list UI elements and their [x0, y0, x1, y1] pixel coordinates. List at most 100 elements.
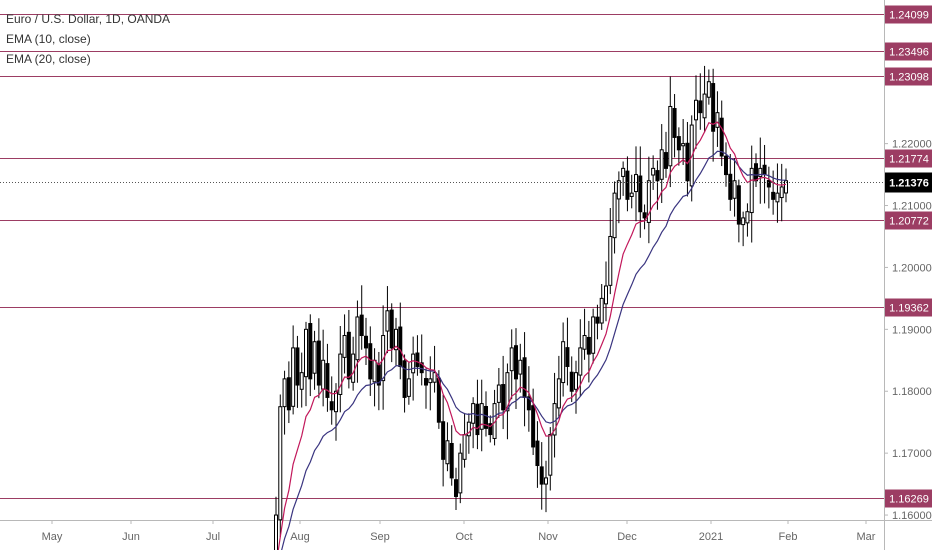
candle-body	[415, 352, 420, 367]
level-label: 1.23098	[889, 72, 929, 84]
candle-body	[351, 353, 356, 383]
candle-body	[338, 353, 343, 395]
candle-body	[428, 378, 433, 384]
x-tick-label: Nov	[538, 531, 558, 543]
y-tick-label: 1.18000	[892, 386, 932, 398]
level-label: 1.24099	[889, 10, 929, 22]
candle-body	[535, 440, 540, 467]
candle-body	[625, 170, 630, 200]
level-label: 1.23496	[889, 47, 929, 59]
candle-body	[728, 173, 733, 200]
candle-body	[694, 99, 698, 121]
candle-body	[659, 149, 664, 180]
candle-body	[732, 180, 737, 199]
candle-body	[394, 328, 398, 351]
candle-body	[651, 167, 656, 176]
legend-ema20[interactable]: EMA (20, close)	[6, 52, 91, 66]
last-price-badge	[885, 172, 932, 193]
last-price-label: 1.21376	[889, 178, 929, 190]
legend-symbol[interactable]: Euro / U.S. Dollar, 1D, OANDA	[6, 12, 171, 26]
candle-body	[724, 155, 728, 176]
candle-body	[372, 359, 377, 383]
candle-body	[526, 396, 531, 411]
ema10-line	[277, 121, 787, 550]
candle-body	[479, 403, 484, 430]
x-tick-label: Mar	[857, 531, 876, 543]
candle-body	[282, 378, 287, 408]
candle-body	[771, 191, 776, 200]
candle-body	[604, 285, 608, 305]
candle-body	[334, 390, 338, 413]
candle-body	[591, 316, 596, 354]
candle-body	[702, 93, 707, 119]
level-badge	[885, 489, 932, 508]
candle-body	[291, 347, 296, 407]
candle-body	[325, 363, 330, 398]
candle-body	[346, 331, 351, 380]
candle-body	[466, 421, 471, 437]
candle-body	[638, 175, 643, 213]
candle-body	[286, 377, 291, 411]
y-tick-label: 1.19000	[892, 324, 932, 336]
candle-body	[634, 174, 638, 193]
candle-body	[454, 479, 458, 497]
candle-body	[514, 345, 518, 380]
level-label: 1.20772	[889, 216, 929, 228]
candle-body	[359, 314, 364, 337]
candle-body	[681, 143, 686, 147]
candle-body	[565, 347, 570, 367]
candle-body	[561, 341, 566, 384]
ema20-line	[281, 150, 787, 550]
candle-body	[749, 167, 754, 214]
candle-body	[578, 347, 583, 376]
candle-body	[321, 359, 326, 390]
candle-body	[342, 335, 347, 358]
candle-body	[488, 423, 493, 436]
x-tick-label: Jun	[122, 531, 140, 543]
candle-body	[462, 434, 467, 460]
candle-body	[531, 405, 536, 448]
candle-body	[432, 372, 437, 383]
candle-body	[775, 192, 780, 203]
x-tick-label: Feb	[779, 531, 798, 543]
candle-body	[441, 421, 446, 460]
candle-body	[329, 401, 334, 411]
candle-body	[766, 180, 771, 188]
x-tick-label: Jul	[206, 531, 220, 543]
candle-body	[278, 406, 283, 521]
candle-body	[719, 117, 724, 157]
candle-body	[741, 217, 746, 226]
candle-body	[475, 403, 480, 436]
y-tick-label: 1.20000	[892, 262, 932, 274]
candle-body	[308, 323, 313, 380]
candle-body	[612, 192, 617, 239]
level-label: 1.16269	[889, 494, 929, 506]
candle-body	[364, 335, 368, 349]
x-tick-label: Oct	[455, 531, 472, 543]
legend-ema10[interactable]: EMA (10, close)	[6, 32, 91, 46]
candle-body	[655, 170, 660, 182]
level-badge	[885, 211, 932, 230]
candle-body	[784, 180, 788, 194]
y-tick-label: 1.22000	[892, 139, 932, 151]
candle-body	[758, 167, 763, 178]
candle-body	[711, 83, 716, 132]
candle-body	[698, 100, 703, 114]
candle-body	[569, 371, 574, 392]
candle-body	[736, 185, 741, 225]
candle-body	[445, 440, 450, 465]
candle-body	[646, 180, 651, 223]
candle-body	[608, 235, 613, 286]
candle-body	[295, 347, 300, 386]
candle-body	[762, 164, 767, 176]
candles	[274, 65, 788, 550]
candle-body	[316, 340, 321, 386]
candle-body	[398, 326, 403, 367]
level-label: 1.19362	[889, 303, 929, 315]
candle-body	[582, 335, 587, 350]
level-badge	[885, 67, 932, 86]
x-tick-label: 2021	[699, 531, 723, 543]
candle-body	[779, 186, 784, 199]
candle-body	[599, 297, 604, 324]
